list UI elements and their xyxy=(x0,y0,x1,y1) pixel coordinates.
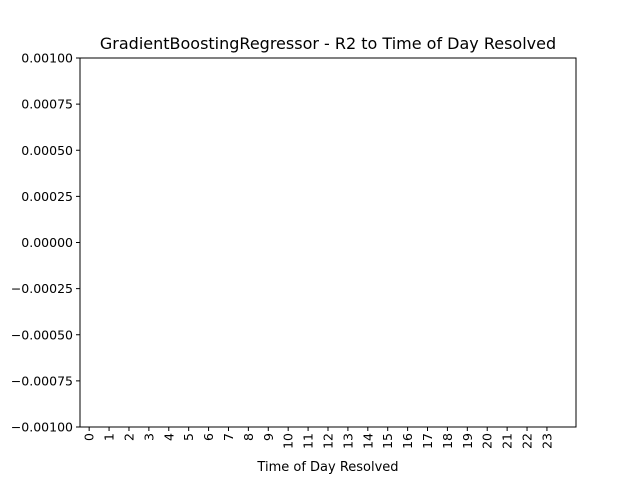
x-tick-label: 5 xyxy=(181,433,196,441)
x-tick-label: 2 xyxy=(121,433,136,441)
y-tick-label: −0.00050 xyxy=(11,327,73,342)
x-tick-label: 17 xyxy=(420,433,435,449)
y-tick-label: 0.00050 xyxy=(21,143,73,158)
y-tick-label: −0.00075 xyxy=(11,373,73,388)
x-axis-label: Time of Day Resolved xyxy=(256,460,398,475)
x-tick-label: 21 xyxy=(500,433,515,449)
x-tick-label: 0 xyxy=(82,433,97,441)
x-tick-label: 16 xyxy=(400,433,415,449)
x-tick-label: 20 xyxy=(480,433,495,449)
x-tick-label: 19 xyxy=(460,433,475,449)
x-tick-label: 11 xyxy=(301,433,316,449)
y-tick-label: 0.00075 xyxy=(21,97,73,112)
x-tick-label: 18 xyxy=(440,433,455,449)
x-tick-label: 9 xyxy=(261,433,276,441)
x-tick-label: 23 xyxy=(539,433,554,449)
x-tick-label: 10 xyxy=(281,433,296,449)
y-tick-label: −0.00025 xyxy=(11,281,73,296)
x-tick-label: 4 xyxy=(161,433,176,441)
x-tick-label: 12 xyxy=(321,433,336,449)
x-tick-label: 15 xyxy=(380,433,395,449)
x-tick-label: 1 xyxy=(102,433,117,441)
plot-frame xyxy=(79,57,577,428)
x-tick-label: 3 xyxy=(141,433,156,441)
x-tick-label: 22 xyxy=(520,433,535,449)
x-tick-label: 8 xyxy=(241,433,256,441)
chart-title: GradientBoostingRegressor - R2 to Time o… xyxy=(100,34,556,53)
x-tick-label: 13 xyxy=(340,433,355,449)
y-tick-label: 0.00000 xyxy=(21,235,73,250)
y-tick-label: −0.00100 xyxy=(11,420,73,435)
x-tick-label: 14 xyxy=(360,433,375,449)
x-tick-label: 6 xyxy=(201,433,216,441)
x-tick-label: 7 xyxy=(221,433,236,441)
y-tick-label: 0.00025 xyxy=(21,189,73,204)
y-tick-label: 0.00100 xyxy=(21,51,73,66)
